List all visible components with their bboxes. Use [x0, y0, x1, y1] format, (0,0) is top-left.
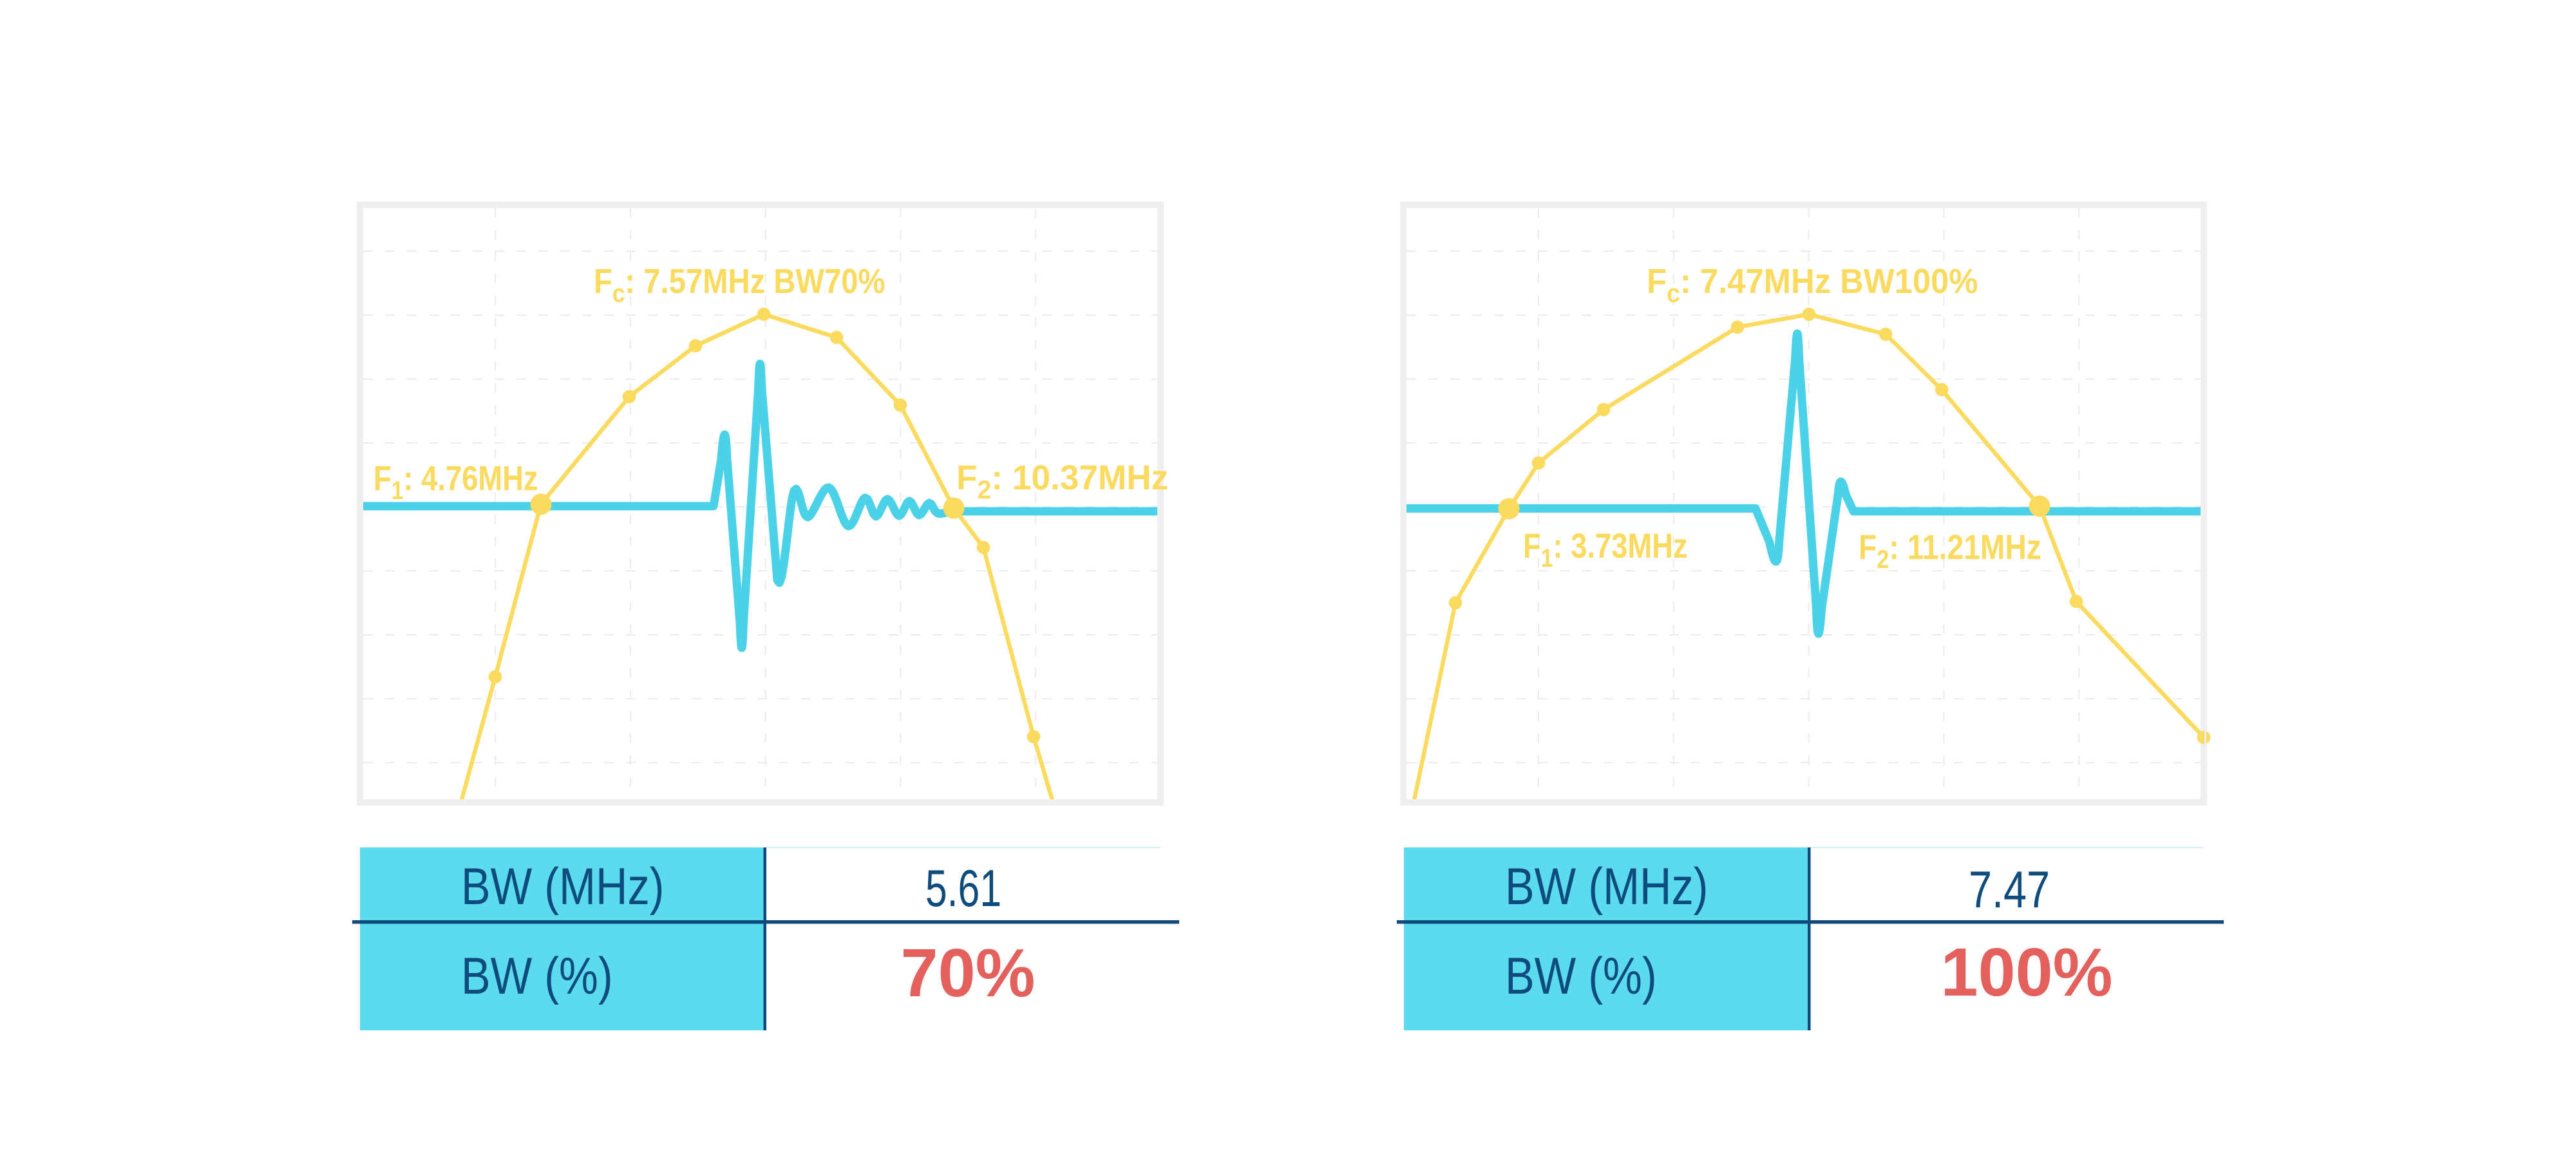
svg-text:BW (%): BW (%)	[461, 947, 613, 1005]
svg-text:7.47: 7.47	[1969, 860, 2050, 919]
svg-text:100%: 100%	[1941, 934, 2113, 1010]
svg-text:BW (MHz): BW (MHz)	[1505, 857, 1708, 916]
svg-text:BW (MHz): BW (MHz)	[461, 857, 664, 916]
svg-text:F2: 10.37MHz: F2: 10.37MHz	[956, 459, 1168, 504]
svg-text:Fc: 7.47MHz BW100%: Fc: 7.47MHz BW100%	[1647, 263, 1978, 308]
svg-text:BW (%): BW (%)	[1505, 947, 1657, 1005]
svg-text:F1: 3.73MHz: F1: 3.73MHz	[1523, 526, 1688, 572]
svg-text:70%: 70%	[901, 935, 1036, 1011]
svg-text:5.61: 5.61	[925, 860, 1001, 918]
svg-text:Fc: 7.57MHz BW70%: Fc: 7.57MHz BW70%	[594, 261, 886, 307]
svg-text:F1: 4.76MHz: F1: 4.76MHz	[374, 459, 538, 504]
svg-text:F2: 11.21MHz: F2: 11.21MHz	[1859, 527, 2041, 574]
